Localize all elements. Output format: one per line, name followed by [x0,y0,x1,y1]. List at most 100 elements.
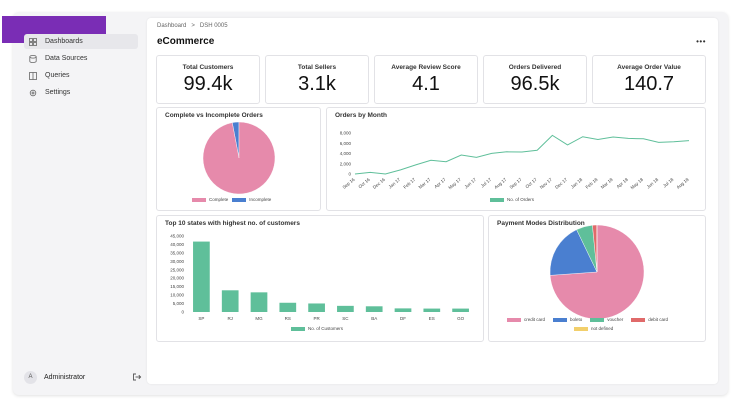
x-tick-label: GO [457,316,465,321]
bar-mg[interactable] [250,292,268,312]
orders-series-line[interactable] [354,134,690,175]
x-tick-label: ES [429,316,435,321]
x-tick-label: May 17 [447,177,462,191]
y-tick-label: 30,000 [170,259,184,264]
x-tick-label: Oct 17 [524,177,538,190]
kpi-value: 3.1k [298,73,336,95]
x-tick-label: Sep 16 [342,177,357,190]
x-tick-label: Jan 17 [388,177,402,190]
kpi-card-total-sellers: Total Sellers 3.1k [265,55,369,104]
panel-title: Top 10 states with highest no. of custom… [165,220,300,227]
x-tick-label: Jun 17 [464,177,478,190]
sidebar-item-data-sources[interactable]: Data Sources [24,51,138,66]
x-tick-label: Sep 17 [509,177,524,190]
dashboard-icon [29,37,37,46]
bar-rj[interactable] [221,290,239,312]
x-tick-label: Apr 17 [433,177,447,190]
panel-orders-by-month: Orders by Month 0 2,000 4,000 6,000 8,000 Sep… [326,107,706,211]
bar-sc[interactable] [337,305,354,312]
pie-slice-complete[interactable] [202,121,276,195]
kpi-label: Total Sellers [297,64,337,71]
x-tick-label: Dec 17 [554,177,569,190]
query-icon [29,71,37,80]
legend-label-complete: Complete [209,197,229,202]
kpi-value: 96.5k [510,73,560,95]
kpi-label: Orders Delivered [508,64,562,71]
x-tick-label: Apr 18 [616,177,630,190]
more-options-icon[interactable]: ••• [696,37,706,46]
y-tick-label: 25,000 [170,267,184,272]
y-tick-label: 20,000 [170,276,184,281]
legend-label-not-defined: not defined [591,326,614,331]
x-tick-label: PR [313,316,320,321]
x-tick-label: Jul 17 [480,177,493,189]
bar-ba[interactable] [365,306,383,312]
bar-rs[interactable] [279,302,297,312]
bar-legend: No. of Customers [291,326,343,331]
legend-label-credit-card: credit card [524,317,546,322]
sidebar-item-label: Queries [45,72,70,79]
legend-swatch-boleto [553,317,568,322]
bar-pr[interactable] [308,303,325,312]
payment-slice-boleto[interactable] [549,229,598,276]
x-tick-label: Oct 16 [357,177,371,190]
panel-payment-modes: Payment Modes Distribution credit card b… [488,215,706,342]
payment-legend-row2: not defined [574,326,613,331]
sidebar-item-queries[interactable]: Queries [24,68,138,83]
payment-modes-pie-chart [549,224,645,320]
x-tick-label: Jan 18 [570,177,584,190]
legend-label-voucher: voucher [607,317,624,322]
kpi-card-average-order-value: Average Order Value 140.7 [592,55,706,104]
y-tick-label: 0 [181,310,184,315]
sidebar: Dashboards Data Sources Queries Settings… [2,14,143,390]
kpi-value: 4.1 [412,73,440,95]
panel-title: Payment Modes Distribution [497,220,585,227]
sidebar-item-dashboards[interactable]: Dashboards [24,34,138,49]
line-legend: No. of Orders [490,197,534,202]
y-tick-label: 15,000 [170,284,184,289]
legend-swatch-debit-card [631,317,646,322]
database-icon [29,54,37,63]
bar-go[interactable] [452,308,469,312]
legend-swatch-orders [490,197,504,202]
x-tick-label: May 18 [630,177,645,191]
kpi-card-total-customers: Total Customers 99.4k [156,55,260,104]
x-tick-label: BA [371,316,377,321]
bar-es[interactable] [423,308,441,312]
kpi-value: 99.4k [183,73,233,95]
legend-swatch-not-defined [574,326,588,331]
y-tick-label: 45,000 [170,234,184,239]
breadcrumb-root[interactable]: Dashboard [157,23,187,29]
user-profile[interactable]: A Administrator [24,370,142,384]
sidebar-item-label: Settings [45,89,71,96]
breadcrumb-separator: > [191,23,195,29]
sidebar-item-label: Data Sources [45,55,88,62]
legend-swatch-complete [192,197,206,202]
bar-sp[interactable] [193,241,210,312]
legend-label-boleto: boleto [570,317,583,322]
y-tick-label: 40,000 [170,242,184,247]
x-tick-label: Mar 17 [418,177,432,190]
sidebar-item-settings[interactable]: Settings [24,85,138,100]
y-tick-label: 5,000 [173,301,185,306]
x-tick-label: RS [285,316,291,321]
legend-swatch-incomplete [232,197,247,202]
bar-df[interactable] [394,308,412,312]
x-tick-label: Nov 17 [539,177,554,190]
x-tick-label: Jun 18 [646,177,660,190]
legend-label-incomplete: Incomplete [249,197,272,202]
payment-legend-row1: credit card boleto voucher debit card [507,317,668,322]
kpi-value: 140.7 [623,73,675,95]
legend-label-debit-card: debit card [648,317,669,322]
x-tick-label: Aug 17 [493,177,508,190]
x-tick-label: SC [342,316,349,321]
page-title: eCommerce [157,36,215,47]
panel-title: Orders by Month [335,112,388,119]
panel-top-states: Top 10 states with highest no. of custom… [156,215,484,342]
legend-label-orders: No. of Orders [507,197,535,202]
x-tick-label: RJ [227,316,233,321]
dashboard-main: Dashboard > DSH 0005 eCommerce ••• Total… [147,18,718,384]
logout-icon[interactable] [132,372,142,382]
legend-swatch-customers [291,326,305,331]
x-tick-label: DF [400,316,406,321]
